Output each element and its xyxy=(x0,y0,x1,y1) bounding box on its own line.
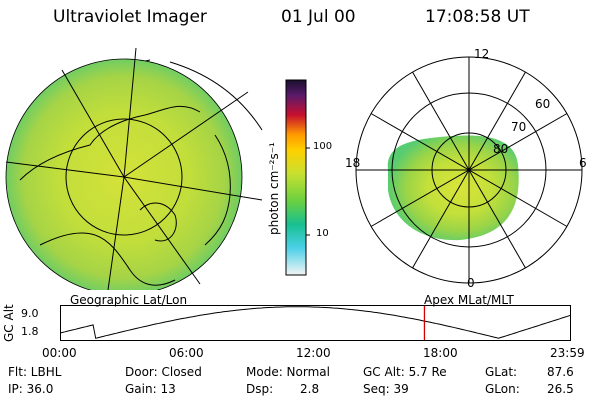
glat-value: 87.6 xyxy=(547,365,574,379)
altitude-plot-frame xyxy=(60,305,571,341)
glon-label: GLon: xyxy=(485,382,520,396)
geographic-map xyxy=(5,47,263,290)
colorbar-gradient xyxy=(285,79,307,276)
date-label: 01 Jul 00 xyxy=(281,7,356,27)
altitude-plot xyxy=(60,305,571,341)
time-tick-1200: 12:00 xyxy=(296,346,331,360)
mlat-label-60: 60 xyxy=(535,97,551,111)
mlt-label-0: 0 xyxy=(467,276,475,290)
dsp-label: Dsp: xyxy=(246,382,274,396)
ip-status: IP: 36.0 xyxy=(8,382,54,396)
glon-value: 26.5 xyxy=(547,382,574,396)
meridian-line xyxy=(5,161,125,178)
time-tick-0600: 06:00 xyxy=(169,346,204,360)
coastline xyxy=(39,232,176,286)
latitude-circle xyxy=(5,58,243,290)
mlt-label-6: 6 xyxy=(579,156,587,170)
altitude-axis-label: GC Alt xyxy=(2,304,16,342)
time-tick-0000: 00:00 xyxy=(42,346,77,360)
geographic-panel-label: Geographic Lat/Lon xyxy=(70,293,188,307)
magnetic-panel-label: Apex MLat/MLT xyxy=(424,293,514,307)
altitude-ytick: 1.8 xyxy=(21,325,39,338)
gc-alt-status: GC Alt: 5.7 Re xyxy=(363,365,447,379)
colorbar-tick-label: 100 xyxy=(313,141,333,152)
door-status: Door: Closed xyxy=(125,365,202,379)
meridian-line xyxy=(123,47,137,178)
altitude-ytick: 9.0 xyxy=(21,307,39,320)
colorbar-tick-label: 10 xyxy=(316,228,329,239)
meridian-line xyxy=(107,176,125,290)
meridian-line xyxy=(123,176,201,285)
altitude-curve xyxy=(60,306,571,339)
seq-status: Seq: 39 xyxy=(363,382,409,396)
filter-status: Flt: LBHL xyxy=(8,365,62,379)
mlat-label-80: 80 xyxy=(493,142,509,156)
projection-edge-arc xyxy=(169,61,263,131)
dsp-value: 2.8 xyxy=(300,382,320,396)
gain-status: Gain: 13 xyxy=(125,382,176,396)
mag-aurora-image xyxy=(387,135,519,241)
meridian-line xyxy=(123,91,249,178)
time-tick-1800: 18:00 xyxy=(423,346,458,360)
mlt-label-12: 12 xyxy=(474,47,490,61)
time-label: 17:08:58 UT xyxy=(425,7,530,27)
coastline xyxy=(19,105,201,181)
meridian-line xyxy=(61,69,125,178)
mlt-spoke xyxy=(370,113,568,227)
meridian-line xyxy=(123,176,263,201)
latitude-circle xyxy=(65,118,183,236)
mlt-label-18: 18 xyxy=(345,156,361,170)
glat-label: GLat: xyxy=(485,365,518,379)
magnetic-polar-plot xyxy=(355,56,583,284)
colorbar-unit-label: photon cm⁻²s⁻¹ xyxy=(267,142,281,235)
mlat-label-70: 70 xyxy=(511,120,527,134)
time-tick-2359: 23:59 xyxy=(550,346,585,360)
mode-status: Mode: Normal xyxy=(246,365,330,379)
imager-title: Ultraviolet Imager xyxy=(53,7,207,27)
color-scale xyxy=(285,79,310,276)
coastline xyxy=(139,202,177,242)
